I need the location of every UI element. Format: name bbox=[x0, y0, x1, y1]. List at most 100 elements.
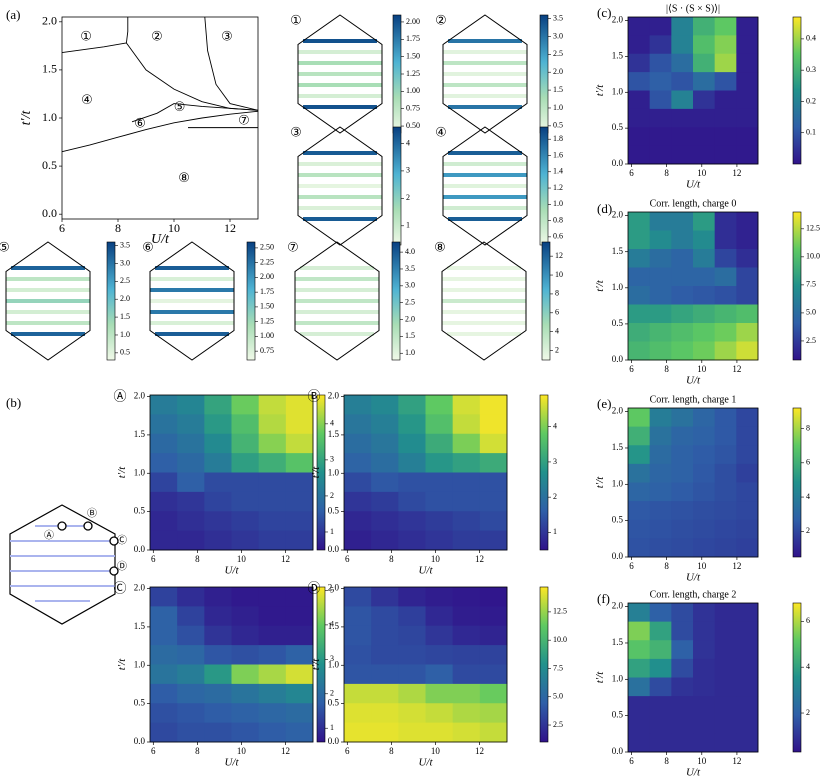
heatmap-cell bbox=[177, 433, 205, 454]
heatmap-cell bbox=[628, 482, 651, 502]
heatmap-cell bbox=[736, 304, 759, 324]
heatmap-cell bbox=[204, 530, 232, 551]
heatmap-cell bbox=[671, 445, 694, 465]
heatmap-cell bbox=[150, 645, 178, 665]
hexagon bbox=[5, 241, 91, 361]
colorbar-tick-label: 12.5 bbox=[806, 224, 820, 233]
heatmap-cell bbox=[714, 230, 737, 250]
heatmap-cell bbox=[736, 286, 759, 305]
phase-boundary bbox=[131, 103, 259, 123]
hexagon-label: ⑦ bbox=[287, 241, 299, 256]
colorbar bbox=[792, 407, 802, 558]
heatmap-cell bbox=[285, 472, 314, 493]
colorbar bbox=[106, 241, 116, 361]
x-tick-label: 6 bbox=[629, 756, 634, 766]
schematic-hexagon bbox=[9, 504, 116, 625]
x-tick-label: 12 bbox=[281, 554, 290, 564]
heatmap-cell bbox=[714, 501, 737, 521]
colorbar-tick-label: 3 bbox=[406, 166, 410, 175]
heatmap-cell bbox=[344, 625, 372, 646]
heatmap-cell bbox=[736, 519, 759, 539]
y-axis-label: t′/t bbox=[310, 658, 322, 671]
heatmap-cell bbox=[285, 491, 314, 512]
heatmap-cell bbox=[177, 664, 205, 685]
colorbar-tick-label: 3.5 bbox=[553, 13, 563, 22]
heatmap-cell bbox=[714, 658, 737, 678]
hexagon-label: ⑥ bbox=[142, 241, 154, 256]
x-tick-label: 12 bbox=[732, 756, 741, 766]
x-tick-label: 12 bbox=[475, 746, 484, 756]
heatmap-cell bbox=[628, 230, 651, 250]
x-tick-label: 12 bbox=[732, 168, 741, 178]
heatmap-cell bbox=[344, 433, 372, 454]
colorbar-tick-label: 10.0 bbox=[553, 635, 567, 644]
heatmap-cell bbox=[649, 603, 672, 623]
colorbar bbox=[539, 14, 549, 134]
heatmap-cell bbox=[344, 511, 372, 532]
heatmap-cell bbox=[736, 696, 759, 716]
heatmap-cell bbox=[258, 664, 287, 685]
schematic-bonds bbox=[10, 525, 115, 602]
colorbar-tick-label: 4 bbox=[330, 419, 334, 428]
heatmap-cell bbox=[398, 587, 426, 607]
heatmap-cell bbox=[714, 90, 737, 110]
heatmap-cell bbox=[425, 530, 454, 551]
heatmap-cell bbox=[714, 127, 737, 147]
colorbar-tick-label: 1.0 bbox=[553, 199, 563, 208]
chart-title: Corr. length, charge 0 bbox=[650, 198, 737, 209]
heatmap-cell bbox=[150, 414, 178, 435]
heatmap-cell bbox=[452, 472, 481, 493]
heatmap-cell bbox=[285, 530, 314, 551]
heatmap-cell bbox=[649, 304, 672, 324]
x-tick-label: 8 bbox=[664, 756, 669, 766]
axes-frame bbox=[343, 394, 508, 551]
heatmap-cell bbox=[231, 472, 260, 493]
colorbar-tick-label: 4.0 bbox=[405, 247, 415, 256]
heatmap-cell bbox=[479, 664, 508, 685]
heatmap-cell bbox=[344, 587, 372, 607]
heatmap-cell bbox=[714, 640, 737, 660]
heatmap-cell bbox=[628, 90, 651, 110]
heatmap-cell bbox=[479, 511, 508, 532]
x-tick-label: 8 bbox=[389, 554, 394, 564]
heatmap-cell bbox=[204, 664, 232, 685]
heatmap-cell bbox=[177, 395, 205, 415]
heatmap-cell bbox=[425, 511, 454, 532]
x-tick-label: 10 bbox=[431, 554, 441, 564]
heatmap-cell bbox=[452, 491, 481, 512]
heatmap-cell bbox=[628, 212, 651, 231]
y-axis-label: t′/t bbox=[310, 466, 322, 479]
schematic: Ⓐ Ⓑ Ⓒ Ⓓ bbox=[9, 504, 127, 625]
heatmap-cell bbox=[628, 733, 651, 753]
panel-label: (f) bbox=[597, 591, 610, 606]
heatmap-cell bbox=[736, 267, 759, 287]
x-tick-label: 6 bbox=[151, 554, 156, 564]
colorbar-tick-label: 6 bbox=[806, 616, 810, 625]
y-tick-label: 0.0 bbox=[612, 746, 624, 756]
heatmap-cell bbox=[671, 127, 694, 147]
heatmap-cell bbox=[628, 108, 651, 128]
heatmap-cell bbox=[479, 530, 508, 551]
heatmap-cell bbox=[736, 35, 759, 55]
heatmap-cell bbox=[649, 463, 672, 483]
hexagon-label: ⑤ bbox=[0, 241, 10, 256]
heatmap-cell bbox=[452, 703, 481, 724]
colorbar bbox=[539, 586, 549, 743]
colorbar-tick-label: 0.8 bbox=[553, 215, 563, 224]
heatmap-cell bbox=[671, 408, 694, 428]
heatmap-cell bbox=[714, 72, 737, 91]
heatmap-cell bbox=[628, 249, 651, 268]
heatmap-cell bbox=[452, 587, 481, 607]
colorbar bbox=[539, 394, 549, 551]
heatmap-cell bbox=[204, 395, 232, 415]
colorbar-tick-label: 2.0 bbox=[405, 314, 415, 323]
heatmap-cell bbox=[204, 703, 232, 724]
colorbar-tick-label: 1.5 bbox=[120, 312, 130, 321]
heatmap-cell bbox=[714, 108, 737, 128]
heatmap-cell bbox=[628, 127, 651, 147]
y-tick-label: 1.5 bbox=[612, 637, 624, 647]
heatmap-cell bbox=[452, 433, 481, 454]
heatmap-cell bbox=[231, 587, 260, 607]
heatmap-cell bbox=[371, 433, 399, 454]
heatmap-cell bbox=[344, 722, 372, 743]
